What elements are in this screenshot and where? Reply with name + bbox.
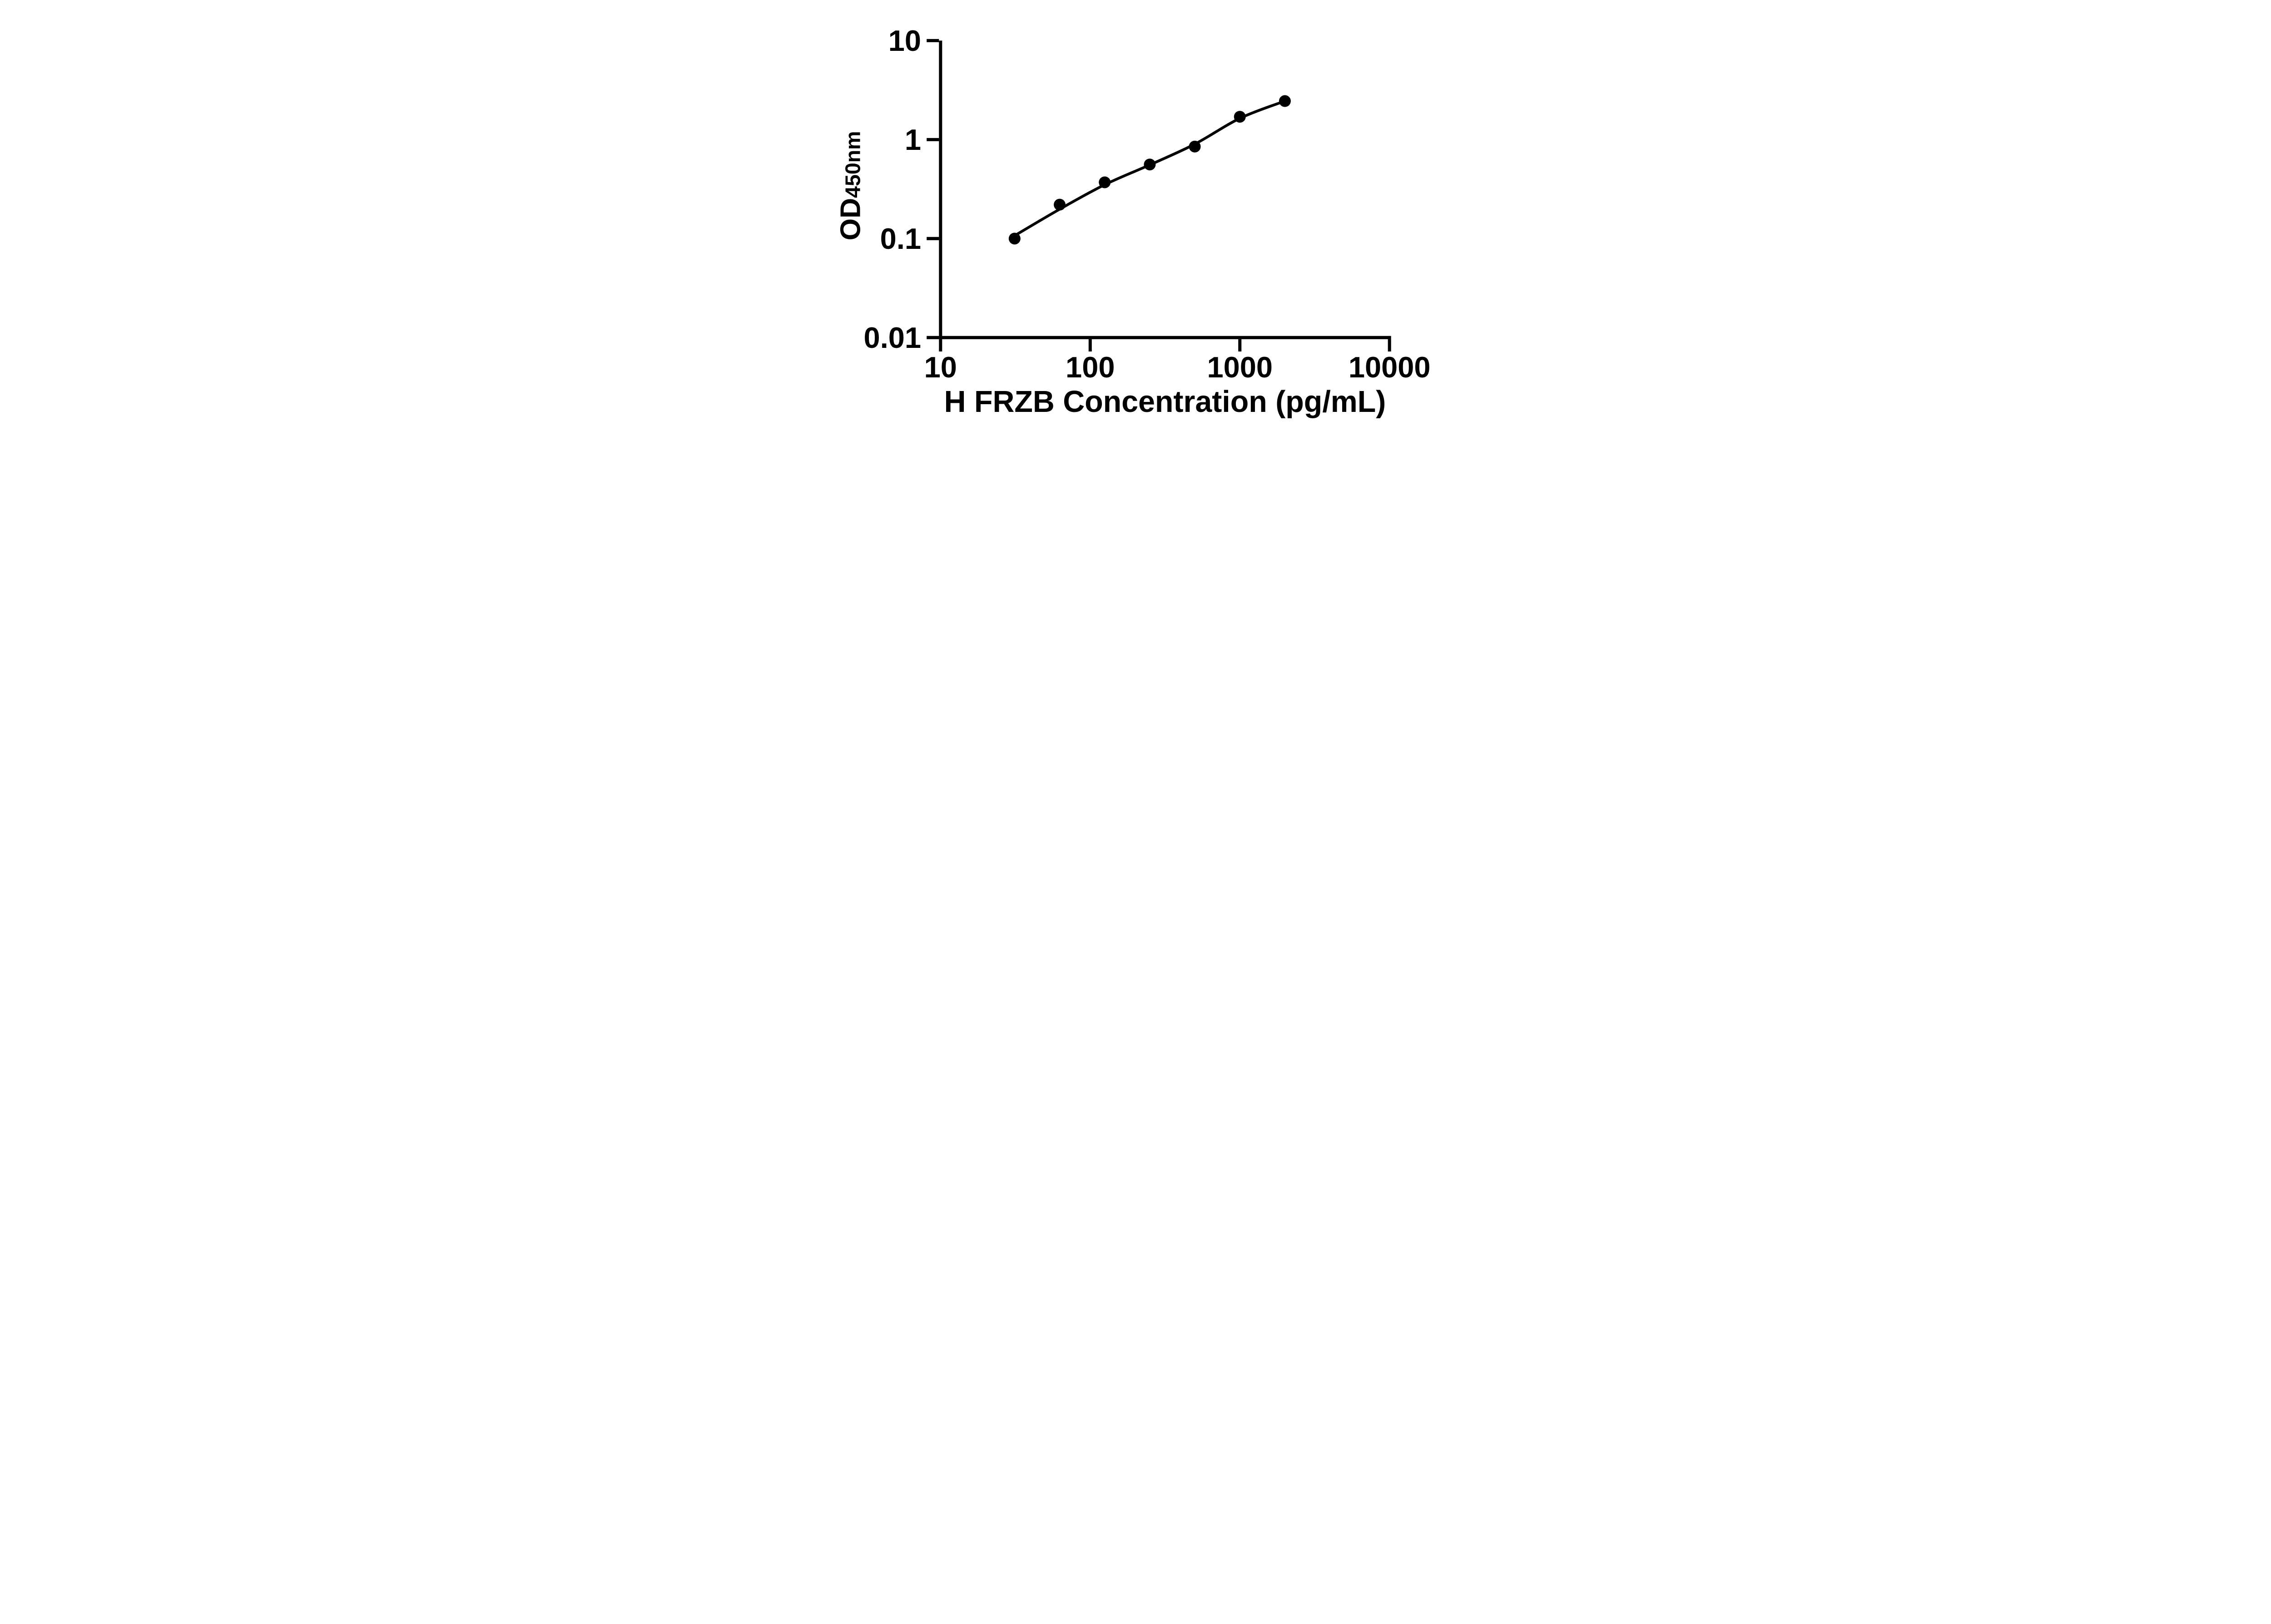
y-axis-ticks: 10 1 0.1 0.01 [864, 24, 939, 354]
data-point-2000 [1279, 95, 1291, 107]
elisa-standard-curve-figure: 10 1 0.1 0.01 10 100 1000 10000 H FRZB Concent… [818, 0, 1453, 440]
y-tick-label-1: 1 [905, 123, 921, 156]
axes [939, 40, 1391, 339]
data-point-62.5 [1054, 198, 1066, 211]
data-point-125 [1099, 176, 1111, 188]
x-axis-ticks: 10 100 1000 10000 [924, 339, 1431, 384]
x-axis-title: H FRZB Concentration (pg/mL) [944, 385, 1386, 419]
data-point-250 [1144, 158, 1156, 171]
data-point-31.25 [1008, 233, 1021, 245]
y-axis-title-main: OD [835, 198, 866, 240]
x-tick-label-1000: 1000 [1207, 351, 1273, 384]
y-axis-title: OD450nm [835, 131, 866, 240]
x-tick-label-10000: 10000 [1349, 351, 1431, 384]
data-point-1000 [1234, 111, 1246, 123]
data-point-layer [1008, 95, 1291, 245]
y-tick-label-0.01: 0.01 [864, 321, 921, 354]
y-axis-title-subscript: 450nm [841, 131, 864, 198]
y-tick-label-10: 10 [888, 24, 921, 57]
x-tick-label-100: 100 [1066, 351, 1115, 384]
y-tick-label-0.1: 0.1 [880, 222, 921, 255]
data-point-500 [1189, 140, 1201, 153]
chart-canvas: 10 1 0.1 0.01 10 100 1000 10000 H FRZB Concent… [835, 24, 1431, 419]
x-tick-label-10: 10 [924, 351, 957, 384]
